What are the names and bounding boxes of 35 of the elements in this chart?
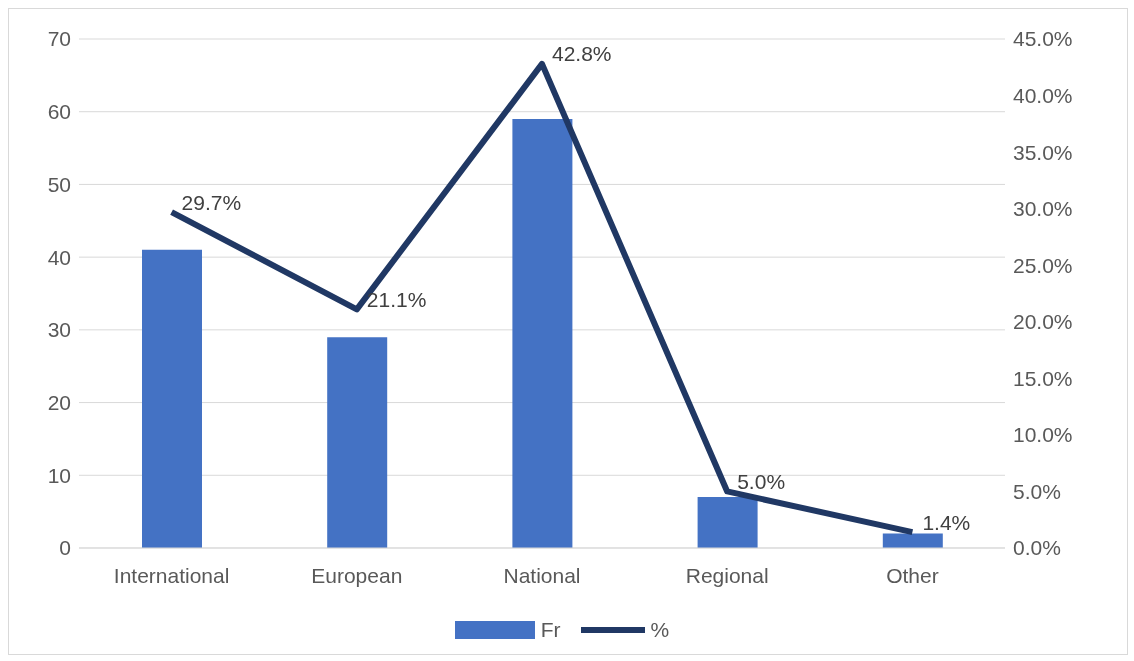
bar [142,249,202,548]
y2-tick-label: 45.0% [1013,27,1073,51]
bar [327,337,388,548]
y-tick-label: 10 [47,463,71,487]
y2-tick-label: 40.0% [1013,84,1073,108]
legend-label: % [650,618,670,642]
data-label: 5.0% [737,469,786,493]
y2-tick-label: 10.0% [1013,423,1073,447]
legend-label: Fr [540,618,561,642]
y-tick-label: 20 [47,391,71,415]
y-tick-label: 40 [47,245,71,269]
y2-tick-label: 5.0% [1013,479,1061,503]
bar [882,533,943,548]
y2-tick-label: 15.0% [1013,366,1073,390]
bar [512,118,573,548]
y2-tick-label: 30.0% [1013,197,1073,221]
y2-tick-label: 25.0% [1013,253,1073,277]
y2-tick-label: 0.0% [1013,536,1061,560]
bar [697,497,758,548]
x-tick-label: National [503,563,581,587]
data-label: 1.4% [922,510,971,534]
y2-tick-label: 20.0% [1013,310,1073,334]
x-tick-label: European [311,563,403,587]
y2-tick-label: 35.0% [1013,140,1073,164]
data-label: 42.8% [552,42,612,66]
y-tick-label: 70 [47,27,71,51]
y-tick-label: 0 [59,536,71,560]
data-label: 29.7% [181,190,242,214]
y-tick-label: 60 [47,100,71,124]
y-tick-label: 30 [47,318,71,342]
data-label: 21.1% [366,287,427,311]
x-tick-label: International [113,563,230,587]
x-tick-label: Other [886,563,939,587]
y-tick-label: 50 [47,172,71,196]
x-tick-label: Regional [685,563,769,587]
